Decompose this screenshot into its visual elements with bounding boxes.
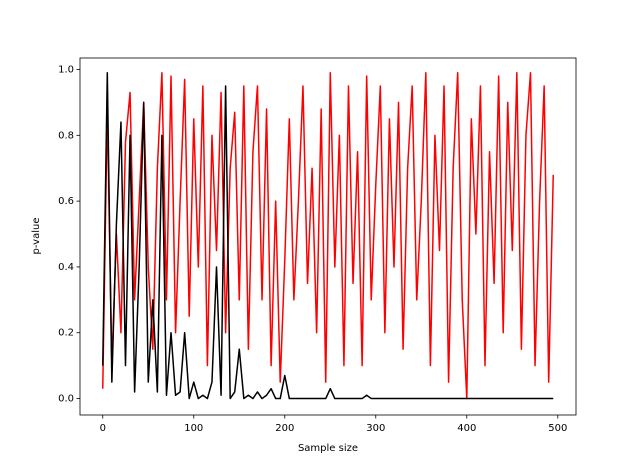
x-tick-label: 200: [275, 423, 294, 434]
axes-frame: [79, 57, 577, 416]
y-tick-label: 0.8: [58, 130, 74, 141]
y-tick-label: 0.0: [58, 394, 74, 405]
x-axis-label: Sample size: [298, 443, 358, 454]
x-tick-label: 0: [100, 423, 106, 434]
series-line: [102, 72, 554, 400]
x-tick-label: 300: [366, 423, 385, 434]
x-tick-label: 100: [184, 423, 203, 434]
y-axis-label: p-value: [31, 217, 42, 254]
x-tick-label: 400: [457, 423, 476, 434]
x-tick-label: 500: [548, 423, 567, 434]
y-tick-label: 0.6: [58, 196, 74, 207]
y-tick-label: 0.2: [58, 328, 74, 339]
y-tick-label: 1.0: [58, 65, 74, 76]
series-line: [102, 72, 554, 400]
y-tick-label: 0.4: [58, 262, 74, 273]
